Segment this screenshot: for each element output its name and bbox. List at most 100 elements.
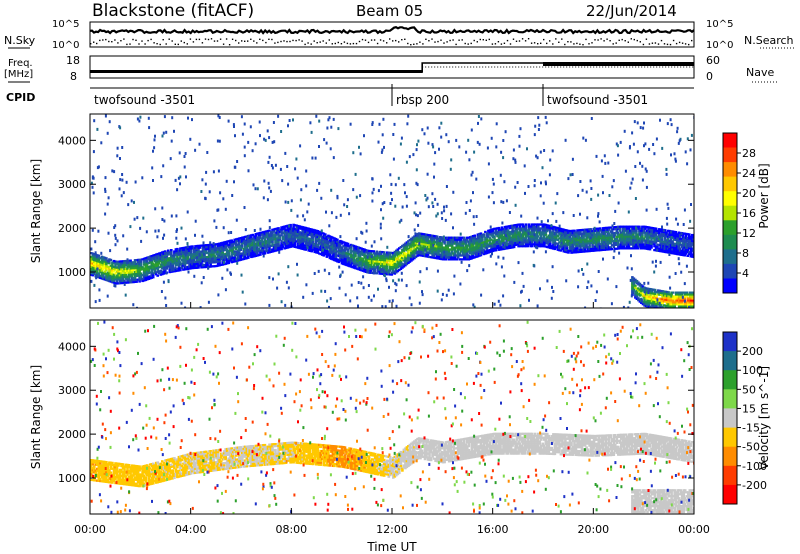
power-cell — [321, 245, 324, 248]
power-cell — [321, 232, 324, 235]
power-cell — [658, 291, 661, 294]
power-cell — [650, 290, 654, 293]
power-cell — [532, 231, 535, 234]
power-cell — [225, 260, 229, 263]
power-cell — [334, 251, 338, 254]
power-cell — [647, 228, 650, 231]
power-cell — [257, 234, 261, 237]
power-cell — [631, 289, 634, 293]
power-cell — [221, 251, 224, 254]
power-cell — [302, 240, 306, 243]
power-cell — [643, 288, 646, 291]
power-cell — [657, 239, 661, 243]
power-cell — [475, 243, 478, 246]
power-cell — [312, 248, 315, 251]
nsearch-point — [337, 41, 339, 44]
power-cell — [553, 247, 557, 251]
power-cell — [496, 235, 499, 238]
power-cell — [372, 262, 375, 265]
power-cell — [585, 230, 588, 233]
power-noise — [162, 280, 165, 284]
power-cell — [656, 303, 660, 306]
power-cell — [136, 266, 140, 269]
power-cell — [334, 237, 338, 241]
power-cell — [117, 268, 120, 271]
power-cell — [544, 237, 548, 240]
power-cell — [402, 249, 406, 252]
power-cell — [224, 256, 227, 259]
power-cell — [387, 259, 391, 262]
power-cell — [538, 241, 542, 244]
power-cell — [478, 248, 481, 251]
power-cell — [141, 266, 144, 269]
power-cell — [552, 225, 555, 228]
freq-data — [90, 62, 694, 73]
power-cell — [235, 244, 238, 247]
power-cell — [322, 252, 326, 255]
power-cell — [677, 299, 681, 302]
power-cell — [630, 237, 634, 240]
power-cell — [594, 233, 597, 236]
power-cell — [585, 234, 588, 237]
power-cell — [148, 259, 152, 262]
power-cell — [310, 242, 314, 245]
power-cell — [299, 227, 303, 230]
power-cell — [604, 242, 608, 245]
power-cell — [331, 244, 335, 247]
nsearch-point — [648, 43, 651, 45]
power-cell — [621, 235, 625, 238]
power-cell — [672, 230, 676, 233]
power-cell — [635, 229, 638, 232]
power-cell — [195, 252, 199, 255]
power-cell — [173, 262, 176, 265]
power-cell — [138, 262, 141, 265]
nsearch-point — [376, 42, 379, 45]
power-cell — [564, 236, 567, 240]
power-cell — [585, 246, 588, 249]
power-cell — [221, 263, 224, 266]
power-cell — [161, 271, 164, 274]
power-cell — [690, 309, 693, 311]
power-cell — [244, 245, 247, 248]
power-noise — [370, 244, 373, 248]
nsearch-point — [307, 42, 309, 44]
power-noise — [117, 265, 120, 269]
power-cell — [494, 243, 498, 246]
power-cell — [305, 235, 309, 238]
power-cell — [529, 233, 532, 236]
power-cell — [126, 265, 129, 268]
power-cell — [93, 262, 96, 266]
power-cell — [571, 241, 575, 244]
power-cell — [224, 258, 227, 261]
power-cell — [559, 235, 563, 238]
power-cell — [588, 238, 591, 241]
power-cell — [579, 240, 582, 244]
power-cell — [360, 253, 363, 256]
power-cell — [552, 245, 555, 248]
power-cell — [118, 268, 122, 271]
power-cell — [493, 245, 496, 248]
power-cell — [598, 229, 602, 232]
power-cell — [363, 250, 366, 253]
power-cell — [390, 261, 394, 264]
power-cell — [268, 247, 271, 250]
power-cell — [667, 297, 670, 300]
power-cell — [238, 239, 241, 242]
power-cell — [170, 258, 173, 261]
power-cell — [117, 278, 120, 281]
power-cell — [458, 244, 461, 247]
power-cell — [632, 229, 635, 232]
power-cell — [369, 259, 372, 263]
power-cell — [668, 301, 672, 304]
power-cell — [346, 254, 350, 257]
power-cell — [656, 237, 659, 240]
power-cell — [198, 258, 202, 261]
power-cell — [204, 256, 208, 259]
nsearch-point — [123, 38, 125, 40]
power-noise — [125, 180, 128, 184]
power-cell — [254, 237, 258, 240]
power-cell — [562, 238, 566, 241]
power-cell — [644, 303, 648, 306]
power-cell — [583, 242, 587, 245]
